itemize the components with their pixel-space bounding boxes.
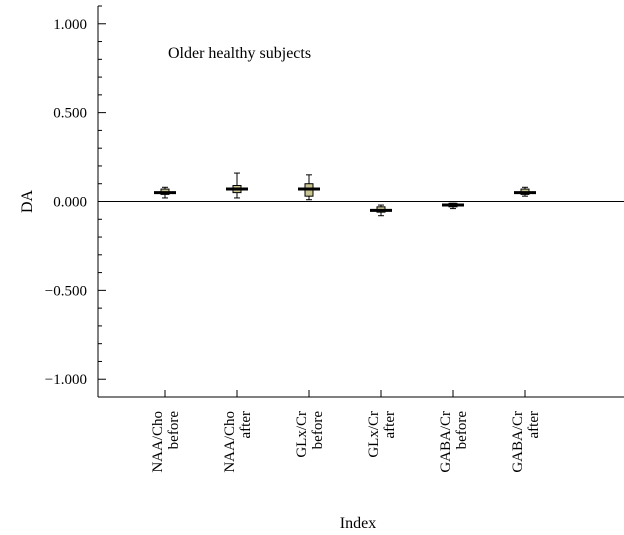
x-axis-label: Index — [340, 515, 376, 532]
x-category-label: GABA/Cr before — [438, 411, 470, 473]
y-tick-label: 1.000 — [53, 17, 87, 33]
x-category-label: GLx/Cr after — [366, 411, 398, 458]
y-tick-label: 0.000 — [53, 195, 87, 211]
box-5 — [442, 202, 464, 210]
x-category-label-line2: before — [454, 411, 470, 450]
y-axis-label: DA — [19, 190, 36, 214]
x-category-label-line1: NAA/Cho — [222, 411, 238, 473]
x-category-label: GLx/Cr before — [294, 411, 326, 458]
box-4 — [370, 204, 392, 217]
box-6 — [514, 186, 536, 197]
y-tick-label: −1.000 — [45, 372, 87, 388]
x-category-label-line1: GLx/Cr — [366, 411, 382, 458]
boxes — [154, 172, 536, 217]
box-3 — [298, 174, 320, 201]
y-tick-label: −0.500 — [45, 283, 87, 299]
box-2 — [226, 172, 248, 199]
x-category-label-line1: GABA/Cr — [438, 411, 454, 473]
x-category-label-line2: after — [382, 411, 398, 438]
x-category-label: NAA/Cho after — [222, 411, 254, 473]
box-1 — [154, 186, 176, 199]
y-tick-label: 0.500 — [53, 106, 87, 122]
x-category-label-line1: GLx/Cr — [294, 411, 310, 458]
x-category-label-line2: after — [238, 411, 254, 438]
x-category-label-line1: GABA/Cr — [510, 411, 526, 473]
x-category-label-line2: before — [310, 411, 326, 450]
chart-annotation: Older healthy subjects — [168, 45, 311, 62]
x-category-label-line2: after — [526, 411, 542, 438]
x-category-label: NAA/Cho before — [150, 411, 182, 473]
x-category-label-line1: NAA/Cho — [150, 411, 166, 473]
x-category-label: GABA/Cr after — [510, 411, 542, 473]
x-category-label-line2: before — [166, 411, 182, 450]
